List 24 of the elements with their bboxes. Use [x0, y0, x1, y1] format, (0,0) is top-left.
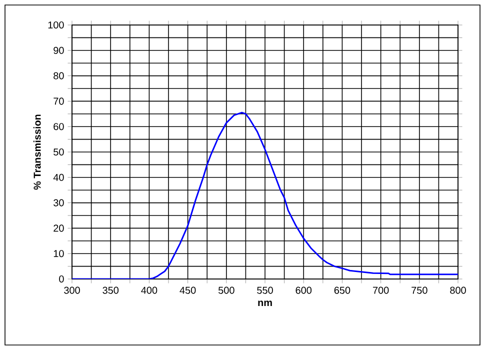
x-tick-label: 300 — [64, 286, 80, 294]
y-tick-label: 100 — [48, 21, 64, 29]
x-tick-label: 800 — [450, 286, 466, 294]
y-tick-label: 40 — [53, 174, 64, 181]
x-tick-label: 400 — [141, 286, 158, 294]
x-tick-label: 750 — [412, 286, 428, 294]
y-tick-label: 10 — [54, 250, 64, 258]
x-axis-title: nm — [258, 300, 272, 306]
x-tick-label: 650 — [334, 286, 350, 294]
y-tick-label: 90 — [54, 46, 64, 54]
y-tick-label: 30 — [54, 199, 64, 206]
y-tick-label: 60 — [54, 123, 64, 130]
x-tick-label: 600 — [296, 286, 312, 294]
x-tick-label: 450 — [180, 286, 196, 294]
x-tick-label: 550 — [257, 286, 273, 294]
y-tick-label: 70 — [54, 98, 64, 105]
y-tick-label: 80 — [54, 72, 64, 80]
y-tick-label: 20 — [54, 224, 64, 232]
x-tick-label: 700 — [373, 286, 389, 294]
y-axis-title: % Transmission — [33, 114, 41, 190]
x-tick-label: 350 — [102, 286, 119, 294]
y-tick-label: 50 — [54, 148, 64, 156]
y-tick-label: 0 — [59, 275, 64, 283]
x-tick-label: 500 — [218, 286, 234, 294]
